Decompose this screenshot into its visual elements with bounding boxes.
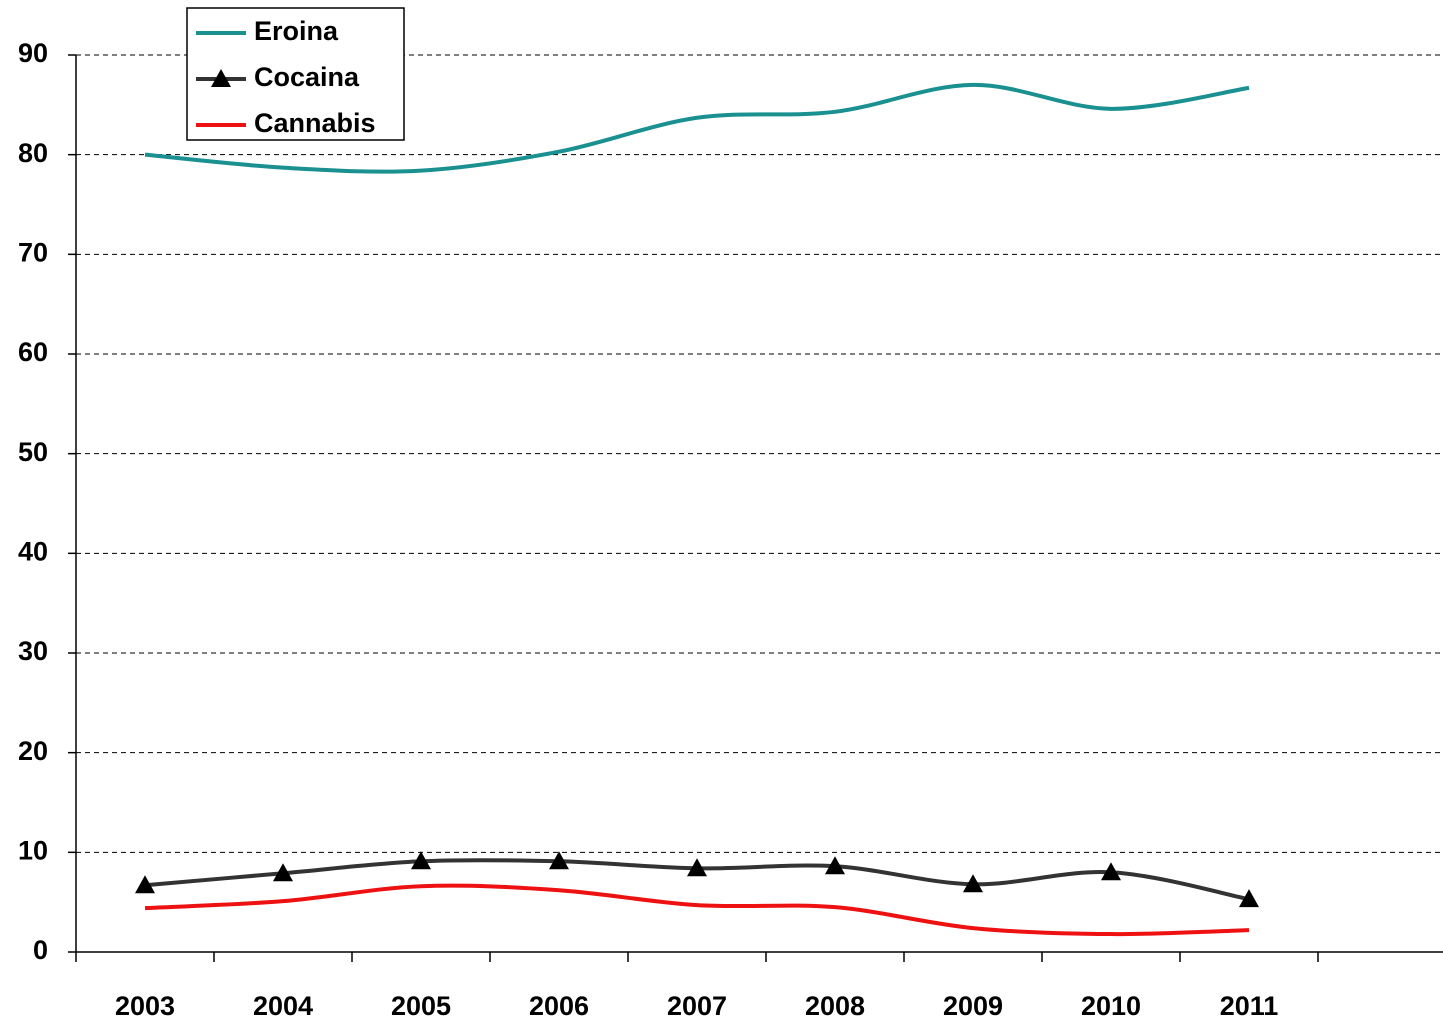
- series-line: [144, 82, 1250, 174]
- marker: [687, 858, 707, 877]
- legend-marker: [211, 69, 231, 87]
- y-tick-label: 20: [18, 736, 48, 766]
- legend-label: Eroina: [254, 16, 339, 46]
- legend-label: Cocaina: [254, 62, 360, 92]
- x-tick-label: 2008: [805, 991, 865, 1021]
- legend: Eroina Cocaina Cannabis: [186, 7, 405, 141]
- x-tick-label: 2007: [667, 991, 727, 1021]
- y-tick-label: 30: [18, 636, 48, 666]
- marker: [273, 863, 293, 882]
- series-line: [144, 883, 1250, 937]
- marker: [411, 851, 431, 870]
- y-tick-label: 50: [18, 437, 48, 467]
- x-tick-label: 2010: [1081, 991, 1141, 1021]
- marker: [1239, 889, 1259, 908]
- marker: [825, 856, 845, 875]
- y-tick-label: 90: [18, 38, 48, 68]
- y-tick-label: 10: [18, 835, 48, 865]
- x-tick-label: 2006: [529, 991, 589, 1021]
- marker: [549, 851, 569, 870]
- marker: [963, 874, 983, 893]
- legend-label: Cannabis: [254, 108, 376, 138]
- x-tick-label: 2004: [253, 991, 313, 1021]
- x-tick-label: 2009: [943, 991, 1003, 1021]
- x-tick-label: 2005: [391, 991, 451, 1021]
- x-tick-label: 2011: [1220, 991, 1279, 1021]
- y-tick-label: 80: [18, 138, 48, 168]
- marker: [1101, 862, 1121, 881]
- x-tick-label: 2003: [115, 991, 175, 1021]
- y-tick-label: 70: [18, 237, 48, 267]
- y-tick-label: 40: [18, 536, 48, 566]
- y-tick-label: 0: [33, 935, 48, 965]
- y-tick-label: 60: [18, 337, 48, 367]
- marker: [135, 875, 155, 894]
